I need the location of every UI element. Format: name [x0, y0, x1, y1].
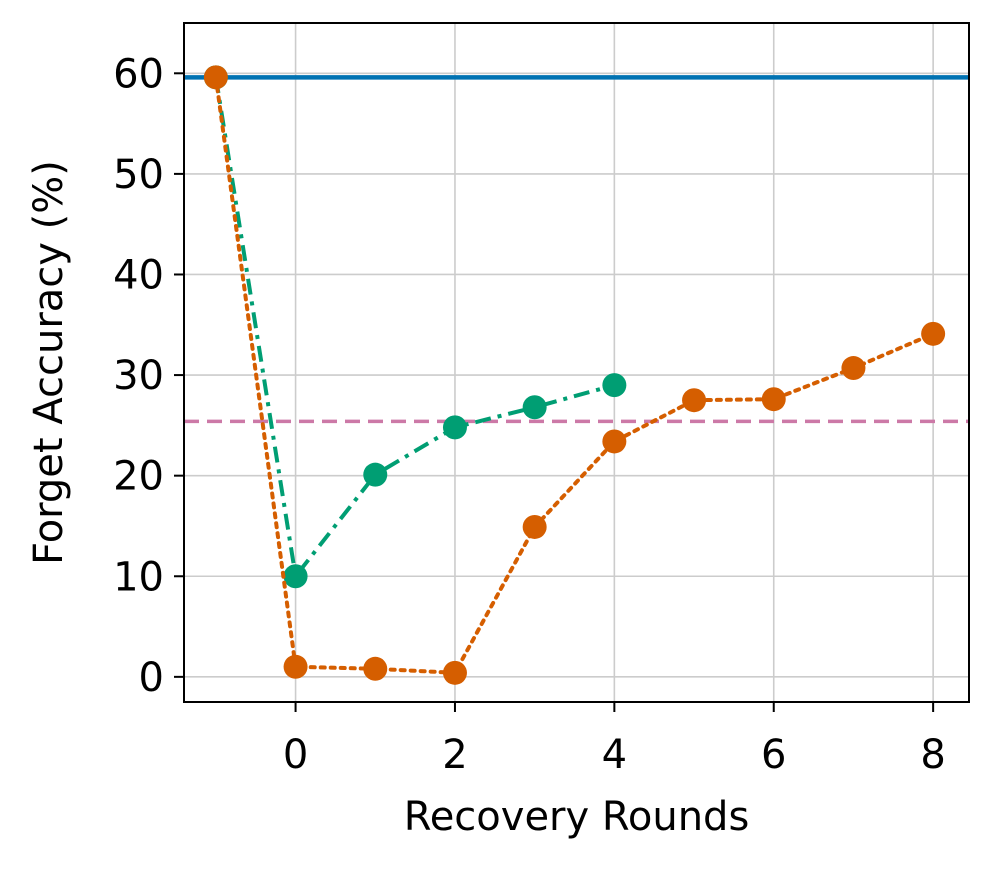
x-tick-label: 4 [602, 732, 627, 778]
x-tick-label: 0 [283, 732, 308, 778]
series-1-point [602, 373, 627, 398]
x-tick-label: 6 [761, 732, 786, 778]
series-2-point [522, 514, 547, 539]
series-2-point [363, 656, 388, 681]
y-tick-label: 0 [139, 655, 164, 701]
series [203, 65, 946, 685]
series-1-point [442, 415, 467, 440]
series-1-point [283, 564, 308, 589]
y-tick-label: 30 [113, 353, 164, 399]
series-line-2 [213, 75, 936, 675]
series-2-point [283, 654, 308, 679]
y-tick-label: 20 [113, 454, 164, 500]
y-tick-label: 60 [113, 51, 164, 97]
y-tick-label: 50 [113, 152, 164, 198]
reference-lines [184, 75, 969, 424]
y-tick-label: 40 [113, 252, 164, 298]
series-2-point [841, 356, 866, 381]
series-line-1 [213, 77, 615, 582]
y-axis-label: Forget Accuracy (%) [26, 160, 72, 565]
y-tick-label: 10 [113, 554, 164, 600]
series-2-point [203, 65, 228, 90]
series-1-point [522, 395, 547, 420]
series-2-point [761, 387, 786, 412]
axis-ticks: 0 2 4 6 8 0 10 20 30 40 50 60 [113, 51, 946, 778]
series-2-point [442, 660, 467, 685]
series-2-point [682, 388, 707, 413]
plot-frame [183, 22, 970, 703]
grid [184, 23, 969, 702]
series-2-point [921, 321, 946, 346]
x-axis-label: Recovery Rounds [404, 794, 750, 840]
x-tick-label: 2 [442, 732, 467, 778]
series-1-point [363, 462, 388, 487]
x-tick-label: 8 [920, 732, 945, 778]
series-2-point [602, 429, 627, 454]
